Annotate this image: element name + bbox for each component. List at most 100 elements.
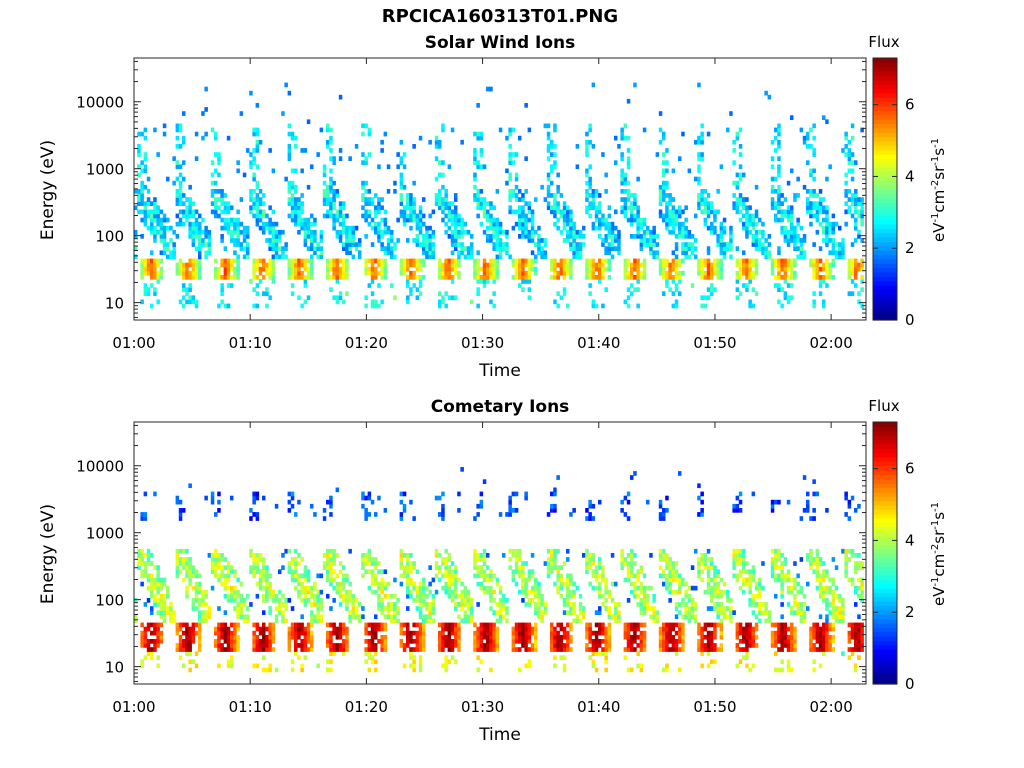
spectrogram-cell — [783, 258, 788, 264]
spectrogram-cell — [527, 262, 532, 268]
spectrogram-cell — [252, 639, 256, 644]
spectrogram-cell — [626, 569, 631, 575]
spectrogram-cell — [598, 589, 602, 595]
spectrogram-cell — [297, 626, 301, 632]
spectrogram-cell — [822, 229, 826, 235]
spectrogram-cell — [217, 160, 221, 165]
spectrogram-cell — [226, 217, 231, 223]
spectrogram-cell — [745, 225, 749, 231]
spectrogram-cell — [521, 270, 525, 276]
spectrogram-cell — [188, 205, 192, 211]
spectrogram-cell — [332, 295, 336, 301]
spectrogram-cell — [713, 225, 717, 231]
spectrogram-cell — [386, 581, 391, 587]
spectrogram-cell — [310, 164, 314, 170]
spectrogram-cell — [678, 279, 682, 284]
spectrogram-cell — [796, 254, 800, 260]
spectrogram-cell — [290, 193, 295, 198]
spectrogram-cell — [310, 602, 314, 607]
spectrogram-cell — [377, 602, 381, 607]
spectrogram-cell — [662, 168, 666, 174]
spectrogram-cell — [703, 295, 708, 301]
spectrogram-cell — [425, 593, 429, 599]
spectrogram-cell — [700, 209, 704, 215]
spectrogram-cell — [562, 647, 567, 652]
spectrogram-cell — [639, 225, 644, 231]
spectrogram-cell — [639, 663, 644, 669]
spectrogram-cell — [633, 573, 637, 579]
spectrogram-cell — [319, 598, 324, 603]
spectrogram-cell — [399, 209, 404, 215]
spectrogram-cell — [402, 217, 407, 223]
spectrogram-cell — [658, 127, 663, 133]
spectrogram-cell — [854, 197, 858, 202]
spectrogram-cell — [607, 266, 612, 272]
spectrogram-cell — [444, 667, 448, 673]
spectrogram-cell — [316, 610, 320, 615]
spectrogram-cell — [450, 250, 455, 256]
spectrogram-cell — [524, 262, 528, 268]
spectrogram-cell — [370, 589, 375, 595]
spectrogram-cell — [402, 503, 407, 509]
colorbar-step — [873, 254, 897, 260]
spectrogram-cell — [719, 242, 724, 247]
spectrogram-cell — [422, 234, 426, 239]
spectrogram-cell — [332, 651, 336, 656]
spectrogram-cell — [639, 610, 644, 615]
spectrogram-cell — [569, 647, 573, 652]
spectrogram-cell — [233, 643, 237, 648]
spectrogram-cell — [578, 606, 583, 611]
spectrogram-cell — [342, 258, 346, 264]
spectrogram-cell — [754, 291, 759, 296]
spectrogram-cell — [482, 634, 487, 640]
spectrogram-cell — [626, 634, 631, 640]
spectrogram-cell — [370, 626, 375, 632]
spectrogram-cell — [287, 548, 292, 554]
spectrogram-cell — [636, 593, 640, 599]
spectrogram-cell — [329, 201, 333, 206]
spectrogram-cell — [642, 602, 647, 607]
spectrogram-cell — [153, 593, 157, 599]
spectrogram-cell — [329, 639, 333, 644]
spectrogram-cell — [214, 270, 218, 276]
spectrogram-cell — [210, 180, 215, 186]
spectrogram-cell — [265, 291, 269, 296]
spectrogram-cell — [143, 634, 148, 640]
spectrogram-cell — [329, 495, 333, 501]
spectrogram-cell — [182, 548, 186, 554]
spectrogram-cell — [556, 262, 560, 268]
spectrogram-cell — [607, 275, 612, 280]
spectrogram-cell — [754, 209, 759, 215]
spectrogram-cell — [562, 610, 567, 615]
spectrogram-cell — [473, 152, 477, 157]
spectrogram-cell — [137, 189, 141, 194]
spectrogram-cell — [207, 614, 212, 620]
spectrogram-cell — [265, 565, 269, 570]
spectrogram-cell — [393, 602, 397, 607]
spectrogram-cell — [402, 553, 407, 558]
spectrogram-cell — [143, 135, 148, 141]
spectrogram-cell — [204, 131, 208, 137]
spectrogram-cell — [530, 266, 535, 272]
spectrogram-cell — [431, 234, 436, 239]
spectrogram-cell — [380, 598, 384, 603]
spectrogram-cell — [518, 639, 522, 644]
spectrogram-cell — [230, 593, 234, 599]
spectrogram-cell — [658, 266, 663, 272]
spectrogram-cell — [431, 229, 436, 235]
spectrogram-cell — [364, 630, 368, 636]
spectrogram-cell — [242, 614, 247, 620]
spectrogram-cell — [265, 577, 269, 583]
spectrogram-cell — [658, 626, 663, 632]
spectrogram-cell — [466, 602, 471, 607]
spectrogram-cell — [713, 266, 717, 272]
spectrogram-cell — [489, 299, 493, 305]
spectrogram-cell — [402, 643, 407, 648]
spectrogram-cell — [540, 250, 544, 256]
spectrogram-cell — [374, 651, 378, 656]
spectrogram-cell — [412, 180, 416, 186]
spectrogram-cell — [249, 553, 253, 558]
spectrogram-cell — [338, 201, 343, 206]
spectrogram-cell — [185, 275, 189, 280]
spectrogram-cell — [319, 618, 324, 624]
